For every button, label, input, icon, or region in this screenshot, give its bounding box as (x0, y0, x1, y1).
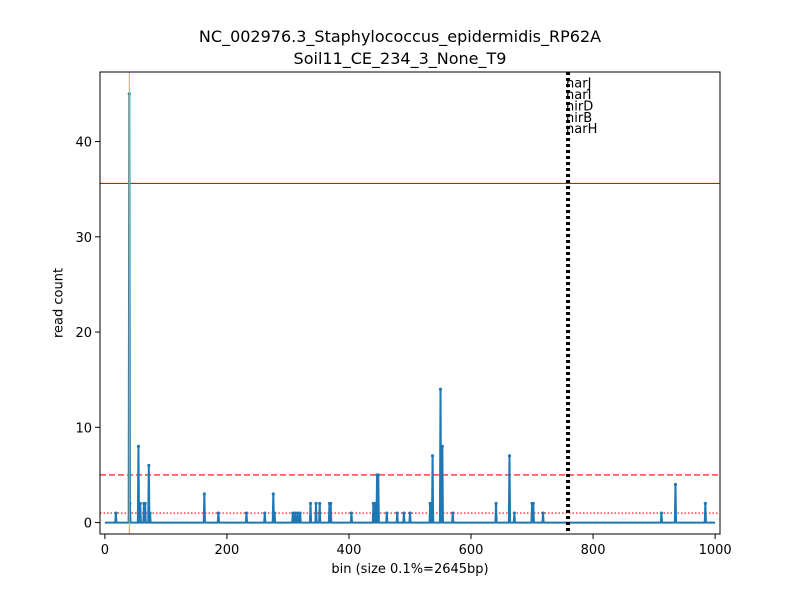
x-tick-label: 200 (215, 543, 240, 558)
data-point (531, 501, 535, 506)
data-point (349, 511, 354, 515)
data-point (308, 501, 313, 506)
reference-lines (100, 182, 720, 514)
y-tick-label: 20 (75, 326, 92, 341)
gene-label: narJ (566, 76, 591, 91)
data-point (293, 511, 297, 515)
data-point (512, 511, 516, 515)
data-point (703, 501, 707, 506)
chart-title-line-1: NC_002976.3_Staphylococcus_epidermidis_R… (198, 27, 602, 46)
x-tick-label: 800 (581, 543, 606, 558)
data-point (659, 511, 664, 515)
x-tick-label: 600 (459, 543, 484, 558)
series-layer (104, 92, 716, 524)
data-point (138, 501, 142, 506)
x-tick-label: 400 (337, 543, 362, 558)
data-point (148, 511, 152, 515)
data-point (428, 501, 432, 506)
data-point (402, 511, 406, 515)
data-point (373, 501, 377, 506)
gene-label: narI (566, 88, 591, 103)
data-point (298, 511, 302, 515)
data-point (136, 444, 141, 448)
chart-title-line-2: Soil11_CE_234_3_None_T9 (293, 49, 507, 68)
data-point (541, 511, 545, 515)
gene-label: nirB (566, 111, 592, 126)
data-point (385, 511, 389, 515)
axes: 0 200 400 600 800 1000 0 10 20 30 40 (75, 71, 732, 558)
data-point (451, 511, 455, 515)
data-point (507, 454, 512, 458)
series-line (104, 92, 716, 524)
data-point (143, 501, 147, 506)
data-point (430, 454, 435, 458)
data-point (440, 444, 444, 448)
data-point (329, 501, 333, 506)
data-point (314, 501, 318, 506)
data-point (216, 511, 220, 515)
y-tick-label: 40 (75, 136, 92, 151)
data-point (673, 482, 678, 487)
plot-frame (99, 71, 721, 535)
x-tick-label: 1000 (699, 543, 732, 558)
data-point (318, 501, 322, 506)
gene-label: nirD (566, 99, 593, 114)
data-point (291, 511, 295, 515)
data-point (408, 511, 412, 515)
data-point (296, 511, 300, 515)
y-tick-label: 0 (84, 517, 92, 532)
x-axis-label: bin (size 0.1%=2645bp) (331, 562, 489, 577)
data-point (114, 511, 118, 515)
data-point (271, 492, 275, 496)
data-point (202, 492, 206, 496)
data-point (438, 387, 443, 391)
data-point (494, 501, 498, 506)
gene-label: narH (566, 122, 597, 137)
y-tick-label: 10 (75, 421, 92, 436)
x-tick-label: 0 (101, 543, 109, 558)
y-axis-label: read count (51, 267, 67, 339)
data-point (272, 511, 277, 515)
data-point (147, 463, 151, 468)
data-point (376, 473, 380, 477)
data-point (263, 511, 267, 515)
data-point (128, 501, 132, 506)
y-tick-label: 30 (75, 231, 92, 246)
data-point (244, 511, 249, 515)
data-point (395, 511, 399, 515)
